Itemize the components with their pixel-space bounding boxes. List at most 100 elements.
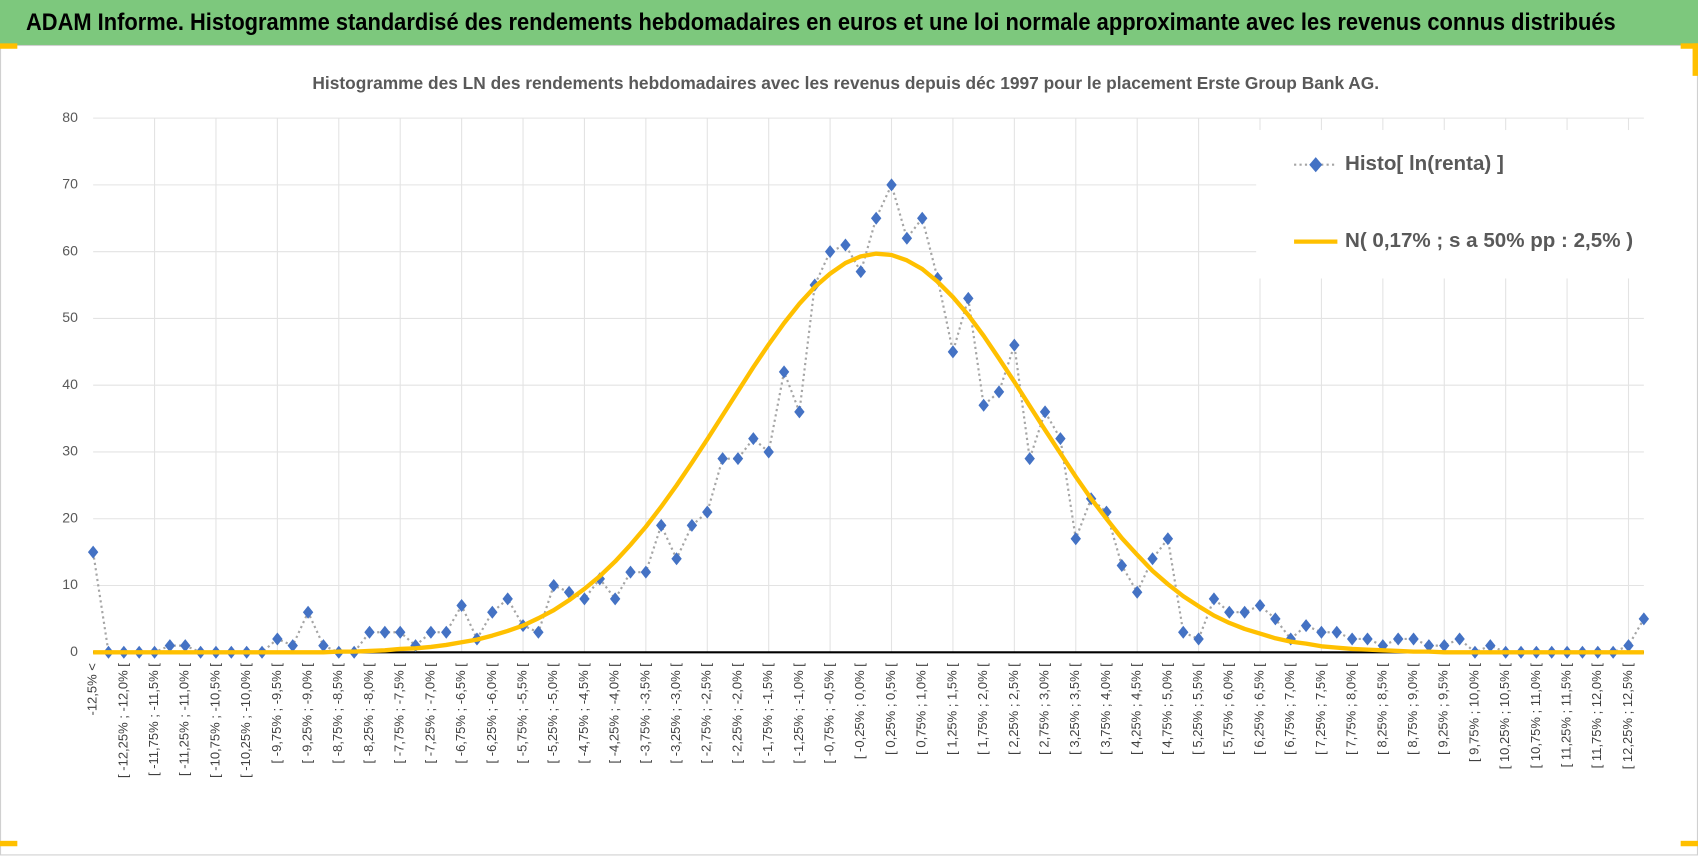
y-tick-label: 40 [62, 376, 78, 392]
x-tick-label: [ -9,25% ; -9,0% [ [300, 663, 315, 764]
y-tick-label: 50 [62, 309, 78, 325]
y-tick-label: 80 [62, 109, 78, 125]
x-tick-label: [ -5,25% ; -5,0% [ [545, 663, 560, 764]
x-tick-label: [ 2,25% ; 2,5% [ [1006, 663, 1021, 755]
data-point [1454, 632, 1465, 646]
data-point [1070, 532, 1081, 546]
grid: 0 10 20 30 40 50 60 70 80 -12,5% < [ -12,25% ; -12… [62, 109, 1644, 778]
x-tick-label: [ 5,25% ; 5,5% [ [1190, 663, 1205, 755]
x-tick-label: [ -0,75% ; -0,5% [ [822, 663, 837, 764]
x-tick-label: [ 8,75% ; 9,0% [ [1405, 663, 1420, 755]
data-point [778, 365, 790, 379]
x-tick-label: [ -8,25% ; -8,0% [ [361, 663, 376, 764]
x-tick-label: [ 4,75% ; 5,0% [ [1159, 663, 1174, 755]
data-point [855, 265, 867, 279]
x-tick-label: [ 10,25% ; 10,5% [ [1497, 663, 1512, 770]
data-point [1254, 599, 1266, 613]
data-point [748, 432, 759, 446]
x-tick-label: [ 9,25% ; 9,5% [ [1436, 663, 1451, 755]
x-tick-label: [ -4,75% ; -4,5% [ [576, 663, 591, 764]
x-tick-label: [ 6,75% ; 7,0% [ [1282, 663, 1297, 755]
data-point [640, 565, 652, 579]
x-tick-label: [ -12,25% ; -12,0% [ [115, 663, 130, 778]
x-tick-label: [ -5,75% ; -5,5% [ [514, 663, 529, 764]
data-point [1423, 639, 1435, 653]
legend: Histo[ ln(renta) ] N( 0,17% ; s a 50% pp … [1256, 130, 1652, 279]
x-tick-label: [ 10,75% ; 11,0% [ [1528, 663, 1543, 769]
x-tick-label: [ -6,25% ; -6,0% [ [484, 663, 499, 764]
y-tick-label: 60 [62, 242, 78, 258]
x-tick-label: [ 2,75% ; 3,0% [ [1037, 663, 1052, 755]
data-point [824, 245, 836, 259]
data-point [978, 398, 989, 412]
data-point [732, 452, 744, 466]
data-point [1270, 612, 1281, 626]
data-point [1208, 592, 1220, 606]
data-point [302, 605, 314, 619]
data-point [1162, 532, 1174, 546]
data-point [963, 291, 974, 305]
corner [1680, 840, 1698, 847]
x-tick-label: [ 1,75% ; 2,0% [ [975, 663, 990, 755]
x-tick-label: [ -2,25% ; -2,0% [ [729, 663, 744, 764]
data-point [1638, 612, 1650, 626]
corner [1680, 43, 1698, 49]
x-tick-label: [ 0,75% ; 1,0% [ [914, 663, 929, 755]
x-tick-label: [ 1,25% ; 1,5% [ [944, 663, 959, 755]
plot-area [87, 178, 1650, 659]
x-tick-label: [ 5,75% ; 6,0% [ [1221, 663, 1236, 755]
x-tick-label: [ -3,25% ; -3,0% [ [668, 663, 683, 764]
data-point [947, 345, 959, 359]
data-point [671, 552, 682, 566]
x-tick-label: [ -7,25% ; -7,0% [ [422, 663, 437, 764]
data-point [1193, 632, 1204, 646]
x-tick-label: [ -3,75% ; -3,5% [ [637, 663, 652, 764]
x-tick-label: [ -4,25% ; -4,0% [ [607, 663, 622, 764]
y-tick-label: 20 [62, 509, 78, 525]
data-point [993, 385, 1005, 399]
x-tick-label: [ -1,75% ; -1,5% [ [760, 663, 775, 764]
data-point [180, 639, 191, 653]
data-point [1408, 632, 1419, 646]
y-tick-label: 10 [62, 576, 78, 592]
corner [0, 840, 18, 847]
x-tick-label: [ -2,75% ; -2,5% [ [699, 663, 714, 764]
data-point [1485, 639, 1496, 653]
data-point [1024, 452, 1035, 466]
x-tick-label: [ -9,75% ; -9,5% [ [269, 663, 284, 764]
data-point [1147, 552, 1158, 566]
x-tick-label: [ 12,25% ; 12,5% [ [1620, 663, 1635, 770]
data-point [1039, 405, 1051, 419]
data-point [287, 639, 298, 653]
data-point [164, 639, 176, 653]
x-tick-label: [ 6,25% ; 6,5% [ [1251, 663, 1266, 755]
x-tick-label: -12,5% < [85, 663, 100, 715]
series-line [93, 251, 1644, 655]
y-tick-label: 70 [62, 176, 78, 192]
data-point [901, 231, 913, 245]
y-tick-label: 0 [70, 643, 78, 659]
data-point [1392, 632, 1404, 646]
data-point [886, 178, 897, 192]
chart-title: Histogramme des LN des rendements hebdom… [312, 73, 1379, 93]
header-bar [0, 0, 1698, 46]
header-title: ADAM Informe. Histogramme standardisé de… [26, 9, 1616, 36]
x-tick-label: [ -11,75% ; -11,5% [ [146, 663, 161, 776]
x-tick-label: [ 11,25% ; 11,5% [ [1559, 663, 1574, 768]
x-tick-label: [ 3,75% ; 4,0% [ [1098, 663, 1113, 755]
data-point [794, 405, 805, 419]
x-tick-label: [ -11,25% ; -11,0% [ [177, 663, 192, 776]
x-tick-label: [ -10,75% ; -10,5% [ [207, 663, 222, 778]
x-tick-label: [ -0,25% ; 0,0% [ [852, 663, 867, 759]
y-tick-label: 30 [62, 443, 78, 459]
data-point [1239, 605, 1250, 619]
corner [1692, 43, 1698, 76]
data-point [548, 579, 559, 593]
x-tick-label: [ 0,25% ; 0,5% [ [883, 663, 898, 755]
data-point [318, 639, 329, 653]
data-point [1346, 632, 1358, 646]
data-point [487, 605, 498, 619]
corner [0, 43, 18, 49]
